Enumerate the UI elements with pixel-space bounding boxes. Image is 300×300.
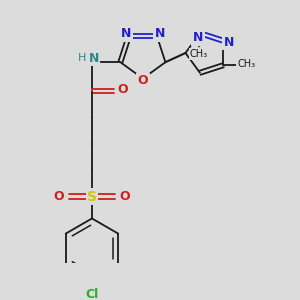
Text: O: O: [120, 190, 130, 203]
Text: S: S: [87, 190, 97, 204]
Text: O: O: [117, 83, 128, 96]
Text: H: H: [78, 53, 87, 63]
Text: O: O: [138, 74, 148, 87]
Text: O: O: [53, 190, 64, 203]
Text: Cl: Cl: [85, 288, 99, 300]
Text: N: N: [193, 32, 203, 44]
Text: CH₃: CH₃: [238, 59, 256, 69]
Text: CH₃: CH₃: [190, 49, 208, 59]
Text: N: N: [224, 36, 234, 49]
Text: N: N: [89, 52, 99, 65]
Text: N: N: [154, 27, 165, 40]
Text: N: N: [121, 27, 131, 40]
